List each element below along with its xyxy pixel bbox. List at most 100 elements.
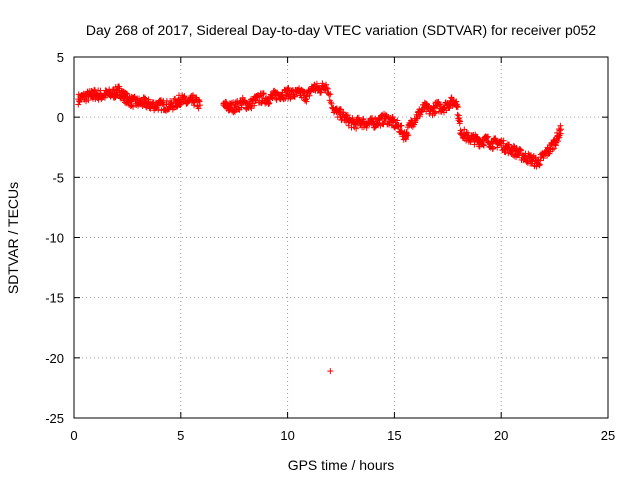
data-point: [173, 99, 180, 106]
data-point: [405, 131, 412, 138]
data-point: [357, 118, 364, 125]
data-point: [453, 98, 460, 105]
data-point: [500, 137, 507, 144]
data-point: [485, 133, 492, 140]
data-point: [323, 84, 330, 91]
data-point: [547, 145, 554, 152]
data-point: [328, 100, 335, 107]
data-point: [558, 126, 565, 133]
data-point: [98, 92, 105, 99]
data-point: [382, 115, 389, 122]
data-point: [190, 97, 197, 104]
data-point: [303, 93, 310, 100]
data-point-cloud: [75, 80, 564, 170]
data-point: [483, 137, 490, 144]
data-point: [434, 103, 441, 110]
data-point: [489, 140, 496, 147]
data-point: [516, 151, 523, 158]
data-point: [251, 102, 258, 109]
data-point: [457, 127, 464, 134]
data-point: [284, 90, 291, 97]
data-point: [278, 91, 285, 98]
data-point: [414, 111, 421, 118]
data-point: [266, 100, 273, 107]
x-axis-label: GPS time / hours: [288, 457, 395, 473]
data-point: [395, 123, 402, 130]
data-point: [177, 96, 184, 103]
data-point: [316, 86, 323, 93]
data-point: [88, 92, 95, 99]
data-point: [534, 159, 541, 166]
data-point: [154, 102, 161, 109]
data-point: [480, 142, 487, 149]
data-point: [518, 147, 525, 154]
data-point: [226, 104, 233, 111]
data-point: [160, 102, 167, 109]
data-point: [496, 139, 503, 146]
data-point: [252, 97, 259, 104]
data-point: [457, 118, 464, 125]
data-point: [431, 110, 438, 117]
data-point: [120, 92, 127, 99]
data-points: [75, 80, 565, 375]
data-point: [130, 103, 137, 110]
data-point: [502, 144, 509, 151]
data-point: [461, 126, 468, 133]
data-point: [92, 91, 99, 98]
data-point: [327, 368, 334, 375]
y-tick-label: -5: [52, 170, 64, 185]
data-point: [508, 146, 515, 153]
data-point: [350, 121, 357, 128]
data-point: [291, 91, 298, 98]
data-point: [301, 88, 308, 95]
x-tick-label: 20: [494, 428, 508, 443]
data-point: [421, 104, 428, 111]
chart-title: Day 268 of 2017, Sidereal Day-to-day VTE…: [86, 22, 596, 38]
data-point: [454, 111, 461, 118]
data-point: [265, 96, 272, 103]
data-point: [557, 122, 564, 129]
data-point: [446, 99, 453, 106]
data-point: [145, 96, 152, 103]
data-point: [195, 105, 202, 112]
data-point: [105, 91, 112, 98]
data-point: [75, 101, 82, 108]
data-point: [248, 105, 255, 112]
x-tick-label: 5: [177, 428, 184, 443]
data-point: [280, 96, 287, 103]
data-point: [363, 120, 370, 127]
data-point: [256, 93, 263, 100]
x-tick-label: 15: [387, 428, 401, 443]
data-point: [528, 156, 535, 163]
data-point: [331, 108, 338, 115]
data-point: [338, 111, 344, 118]
data-point: [258, 94, 265, 101]
data-point: [142, 95, 149, 102]
data-point: [430, 105, 437, 112]
data-point: [402, 136, 409, 143]
data-point: [101, 94, 108, 101]
data-point: [141, 99, 148, 106]
data-point: [260, 90, 267, 97]
data-point: [370, 120, 377, 127]
y-tick-label: -10: [45, 231, 64, 246]
data-point: [427, 108, 434, 115]
y-tick-label: -15: [45, 291, 64, 306]
data-point: [271, 92, 278, 99]
data-point: [233, 103, 240, 110]
data-point: [464, 134, 471, 141]
data-point: [75, 96, 82, 103]
data-point: [454, 103, 461, 110]
data-point: [285, 84, 292, 91]
data-point: [376, 117, 383, 124]
data-point: [454, 104, 461, 111]
data-point: [323, 81, 330, 88]
data-point: [147, 102, 154, 109]
data-point: [389, 118, 396, 125]
x-tick-label: 25: [601, 428, 615, 443]
data-point: [402, 133, 409, 140]
data-point: [553, 135, 560, 142]
data-point: [353, 125, 360, 132]
data-point: [408, 120, 415, 127]
